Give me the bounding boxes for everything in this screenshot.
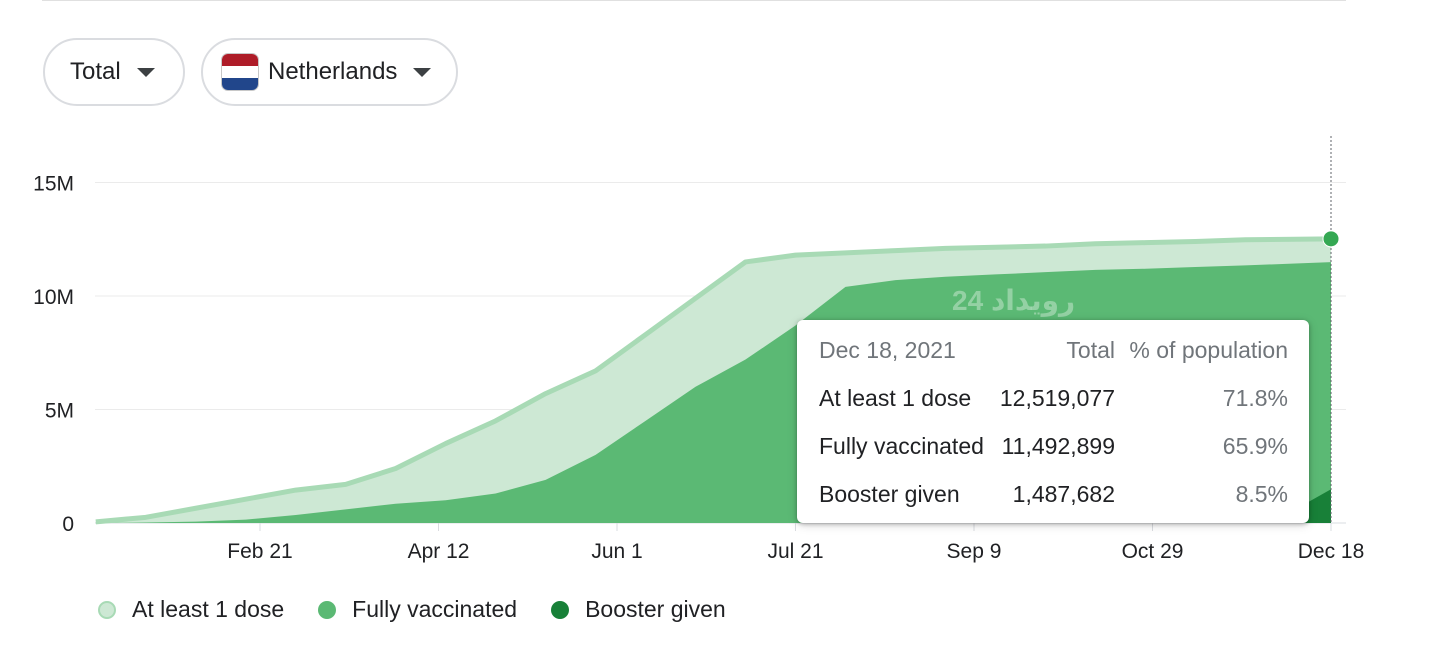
metric-dropdown-label: Total [70,58,121,85]
x-tick-label: Jul 21 [767,540,823,563]
y-tick-label: 5M [45,400,74,423]
tooltip-date: Dec 18, 2021 [819,337,956,363]
legend-swatch-icon [551,600,570,619]
tooltip-row-percent: 8.5% [1235,481,1288,507]
chart-tooltip: Dec 18, 2021 Total % of population At le… [797,320,1309,523]
legend-label: At least 1 dose [132,596,285,622]
x-tick-label: Oct 29 [1122,540,1184,563]
tooltip-row-at-least-1-dose: At least 1 dose 12,519,077 71.8% [797,385,1309,415]
x-tick-label: Dec 18 [1298,540,1365,563]
watermark-logo: 24 رویداد [952,285,1076,316]
dropdown-arrow-icon [413,67,432,77]
y-tick-label: 0 [62,513,74,536]
metric-dropdown[interactable]: Total [43,38,185,106]
x-tick-label: Jun 1 [591,540,642,563]
tooltip-row-total: 12,519,077 [999,385,1115,411]
tooltip-row-booster-given: Booster given 1,487,682 8.5% [797,481,1309,511]
legend-label: Fully vaccinated [352,596,518,622]
legend-swatch-icon [318,600,337,619]
legend-swatch-icon [98,600,116,619]
country-dropdown-label: Netherlands [268,58,398,85]
x-tick-label: Apr 12 [408,540,470,563]
top-divider [42,0,1346,1]
tooltip-row-label: At least 1 dose [819,385,972,411]
legend-item-fully-vaccinated[interactable]: Fully vaccinated [318,596,517,623]
legend-item-at-least-1-dose[interactable]: At least 1 dose [98,596,284,623]
flag-stripe-red [222,54,258,66]
flag-stripe-blue [222,78,258,90]
line-at-least-1-dose [95,236,1332,525]
tooltip-header-row: Dec 18, 2021 Total % of population [797,337,1309,367]
tooltip-col-percent: % of population [1129,337,1288,363]
tooltip-row-percent: 65.9% [1222,433,1288,459]
tooltip-col-total: Total [1066,337,1115,363]
legend-label: Booster given [585,596,726,622]
flag-stripe-white [222,66,258,78]
tooltip-row-label: Fully vaccinated [819,433,984,459]
y-tick-label: 10M [33,286,74,309]
dropdown-arrow-icon [136,67,155,77]
highlight-point [1322,230,1340,248]
chart-legend: At least 1 dose Fully vaccinated Booster… [98,596,760,623]
netherlands-flag-icon [221,53,259,91]
tooltip-row-fully-vaccinated: Fully vaccinated 11,492,899 65.9% [797,433,1309,463]
tooltip-row-total: 1,487,682 [1012,481,1115,507]
legend-item-booster-given[interactable]: Booster given [551,596,726,623]
y-tick-label: 15M [33,173,74,196]
tooltip-row-total: 11,492,899 [1001,433,1115,459]
tooltip-row-percent: 71.8% [1222,385,1288,411]
x-tick-label: Sep 9 [947,540,1002,563]
x-tick-label: Feb 21 [227,540,292,563]
tooltip-row-label: Booster given [819,481,960,507]
country-dropdown[interactable]: Netherlands [201,38,458,106]
